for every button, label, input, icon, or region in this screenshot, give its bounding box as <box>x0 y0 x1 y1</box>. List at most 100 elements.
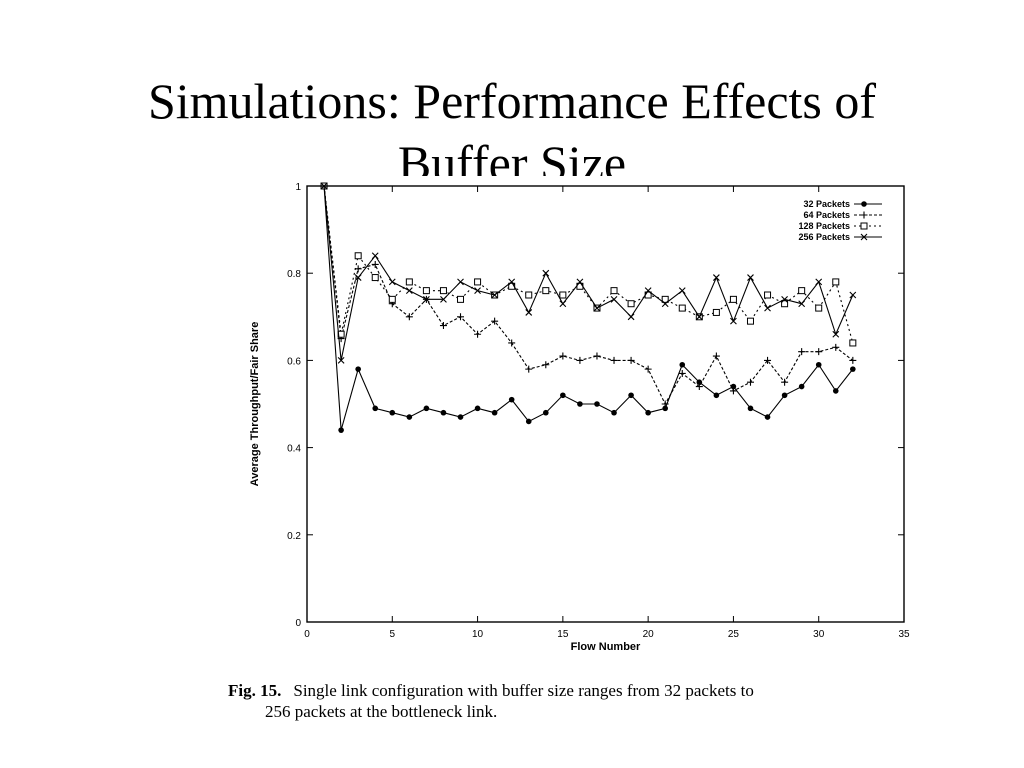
series-line <box>323 185 854 431</box>
data-point <box>422 287 430 295</box>
legend-marker <box>861 201 867 207</box>
x-tick-label: 0 <box>304 629 310 640</box>
data-point <box>610 356 618 364</box>
data-point <box>747 274 754 281</box>
data-point <box>542 361 550 369</box>
data-point <box>798 383 805 390</box>
data-point <box>389 409 396 416</box>
data-point <box>440 409 447 416</box>
data-point <box>661 400 669 408</box>
data-point <box>423 405 430 412</box>
data-point <box>593 352 601 360</box>
data-point <box>678 369 686 377</box>
data-point <box>355 366 361 372</box>
figure-caption: Fig. 15. Single link configuration with b… <box>228 680 948 722</box>
x-tick-label: 20 <box>643 629 655 640</box>
x-tick-label: 35 <box>898 629 910 640</box>
data-point <box>661 300 669 308</box>
data-point <box>423 295 430 303</box>
data-point <box>337 357 345 364</box>
data-point <box>679 361 686 368</box>
data-point <box>491 317 499 325</box>
data-point <box>695 313 703 321</box>
plot-frame <box>306 185 905 623</box>
data-point <box>559 352 567 360</box>
x-tick-label: 25 <box>728 629 740 640</box>
data-point <box>525 309 533 316</box>
data-point <box>543 409 549 416</box>
x-tick-label: 5 <box>390 629 396 640</box>
data-point <box>764 356 772 364</box>
data-point <box>594 401 600 407</box>
series-128-packets <box>320 182 857 347</box>
data-point <box>798 348 806 356</box>
data-point <box>388 278 396 286</box>
data-point <box>849 356 857 364</box>
data-point <box>576 356 584 364</box>
data-point <box>627 300 635 308</box>
data-point <box>832 343 840 351</box>
data-point <box>764 304 771 312</box>
series-line <box>323 185 854 361</box>
data-point <box>491 291 499 299</box>
y-tick-label: 1 <box>295 182 301 193</box>
data-point <box>627 356 635 364</box>
series-256-packets <box>320 182 857 364</box>
x-tick-label: 10 <box>472 629 484 640</box>
data-point <box>815 348 823 356</box>
data-point <box>388 295 396 303</box>
data-point <box>628 392 634 399</box>
data-point <box>508 339 516 347</box>
data-point <box>406 414 413 420</box>
data-point <box>729 295 737 303</box>
data-point <box>662 405 668 412</box>
data-point <box>542 269 550 277</box>
data-point <box>815 304 823 312</box>
data-point <box>627 313 635 321</box>
data-point <box>525 291 533 299</box>
data-point <box>781 392 788 399</box>
data-point <box>525 418 532 425</box>
series-line <box>323 185 854 406</box>
data-point <box>832 278 840 286</box>
data-point <box>764 291 772 299</box>
data-point <box>832 388 839 394</box>
data-point <box>372 405 379 412</box>
series-64-packets <box>320 182 857 408</box>
data-point <box>405 287 413 295</box>
data-point <box>457 295 465 303</box>
x-tick-label: 30 <box>813 629 825 640</box>
data-point <box>577 401 583 407</box>
legend-entry-label: 32 Packets <box>803 199 850 209</box>
data-point <box>661 295 669 303</box>
legend-entry-label: 128 Packets <box>798 221 850 231</box>
caption-line1: Single link configuration with buffer si… <box>293 681 754 700</box>
data-point <box>439 287 447 295</box>
data-point <box>593 304 601 312</box>
data-point <box>559 300 567 308</box>
data-point <box>371 274 379 282</box>
data-point <box>371 260 379 268</box>
data-point <box>559 291 567 299</box>
data-point <box>457 278 464 286</box>
data-point <box>440 295 447 303</box>
data-point <box>815 361 822 368</box>
data-point <box>781 295 788 303</box>
data-point <box>712 274 720 281</box>
data-point <box>645 409 651 416</box>
data-point <box>747 405 754 412</box>
data-point <box>712 352 720 360</box>
data-point <box>354 274 362 281</box>
y-tick-label: 0.2 <box>287 531 301 542</box>
data-point <box>525 365 533 373</box>
data-point <box>508 278 516 286</box>
caption-line2: 256 packets at the bottleneck link. <box>265 702 498 721</box>
data-point <box>474 330 482 338</box>
data-point <box>354 252 362 260</box>
data-point <box>678 287 686 295</box>
data-point <box>474 287 481 295</box>
slide-title: Simulations: Performance Effects of Buff… <box>0 70 1024 194</box>
data-point <box>610 287 618 295</box>
data-point <box>644 287 652 295</box>
throughput-line-chart: 0 5 10 15 20 25 30 35 0 0.2 0.4 0.6 0.8 1 Flow Number… <box>249 182 910 653</box>
